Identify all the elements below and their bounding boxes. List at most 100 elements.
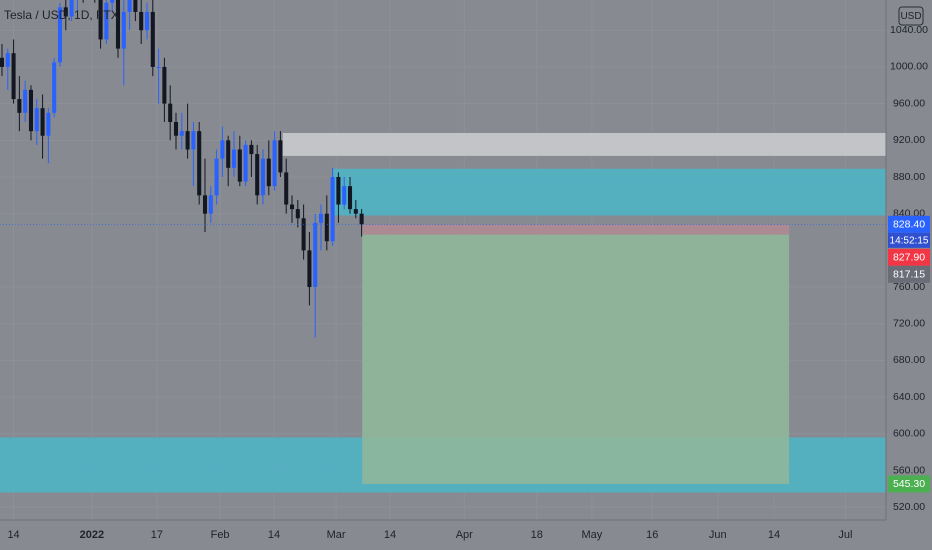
x-tick-label: 14 [384, 529, 396, 541]
candle-body [318, 213, 324, 223]
x-tick-label: May [582, 529, 603, 541]
price-label: 827.90 [893, 252, 925, 264]
x-tick-label: 14 [768, 529, 780, 541]
y-tick-label: 960.00 [893, 97, 925, 109]
zone [362, 234, 790, 484]
x-tick-label: 2022 [80, 529, 104, 541]
candle-body [226, 140, 231, 168]
candle-body [324, 213, 329, 242]
candle-body [23, 89, 28, 113]
x-tick-label: Jul [838, 529, 852, 541]
candle-body [34, 108, 39, 132]
candle-body [0, 57, 5, 67]
candle-body [115, 0, 121, 49]
x-tick-label: Mar [327, 529, 346, 541]
zone [362, 224, 790, 235]
candle-body [46, 112, 51, 136]
candle-body [353, 209, 358, 214]
candle-body [5, 53, 10, 67]
candle-body [17, 99, 22, 113]
y-tick-label: 920.00 [893, 134, 925, 146]
currency-label[interactable]: USD [900, 11, 921, 22]
candle-body [173, 121, 179, 136]
candle-body [249, 144, 254, 155]
x-tick-label: 17 [151, 529, 163, 541]
price-label: 828.40 [893, 219, 925, 231]
candle-body [121, 11, 126, 49]
candle-body [98, 0, 103, 40]
countdown-box [888, 232, 930, 248]
candle-body [208, 195, 213, 214]
y-tick-label: 520.00 [893, 501, 925, 513]
y-tick-label: 1040.00 [890, 24, 928, 36]
candle-body [295, 209, 300, 219]
candle-body [278, 140, 283, 173]
candle-body [110, 0, 115, 3]
candle-body [313, 222, 318, 288]
candle-body [127, 0, 132, 12]
candle-body [342, 186, 347, 205]
candle-body [347, 186, 353, 210]
zone [333, 168, 886, 216]
price-label: 817.15 [893, 269, 925, 281]
price-label: 545.30 [893, 478, 925, 490]
price-label-box [888, 248, 930, 266]
candle-body [40, 108, 45, 136]
y-tick-label: 560.00 [893, 464, 925, 476]
candle-body [133, 0, 138, 12]
candle-body [272, 140, 277, 187]
candle-body [220, 140, 225, 159]
candle-body [202, 195, 208, 214]
y-tick-label: 1000.00 [890, 61, 928, 73]
candle-body [144, 11, 150, 31]
y-tick-label: 880.00 [893, 171, 925, 183]
candle-body [243, 144, 248, 182]
x-tick-label: 18 [531, 529, 543, 541]
candle-body [336, 177, 341, 205]
price-label-box [888, 215, 930, 233]
y-tick-label: 720.00 [893, 318, 925, 330]
x-tick-label: Apr [456, 529, 473, 541]
candle-body [231, 149, 237, 168]
candle-body [289, 204, 295, 210]
candle-body [185, 131, 190, 150]
candle-body [307, 250, 312, 288]
x-tick-label: 14 [268, 529, 280, 541]
y-tick-label: 600.00 [893, 428, 925, 440]
candle-body [284, 172, 289, 205]
candle-body [179, 131, 184, 136]
currency-button[interactable] [898, 6, 924, 26]
candle-body [266, 158, 271, 187]
candle-body [255, 154, 260, 196]
candle-body [330, 177, 335, 242]
candle-body [52, 62, 57, 113]
y-tick-label: 760.00 [893, 281, 925, 293]
price-label-box [888, 265, 930, 283]
countdown: 14:52:15 [890, 235, 929, 246]
chart-title: Tesla / USD, 1D, FTX [4, 8, 119, 22]
candle-body [28, 89, 34, 132]
candle-body [69, 0, 74, 17]
candle-body [168, 103, 173, 122]
candle-body [139, 11, 144, 31]
x-tick-label: 16 [646, 529, 658, 541]
candle-body [162, 66, 167, 104]
x-tick-label: 14 [7, 529, 19, 541]
zone [282, 132, 887, 156]
candle-body [359, 213, 364, 225]
candle-body [11, 53, 16, 100]
candle-body [156, 66, 161, 68]
x-tick-label: Feb [211, 529, 230, 541]
candle-body [57, 7, 63, 63]
candle-body [150, 11, 155, 67]
y-tick-label: 640.00 [893, 391, 925, 403]
candle-body [104, 2, 109, 40]
y-tick-label: 680.00 [893, 354, 925, 366]
price-label-box [888, 475, 930, 493]
candle-body [237, 149, 242, 182]
candle-body [197, 131, 202, 196]
candle-body [63, 7, 68, 17]
candle-body [191, 131, 196, 150]
x-tick-label: Jun [709, 529, 727, 541]
